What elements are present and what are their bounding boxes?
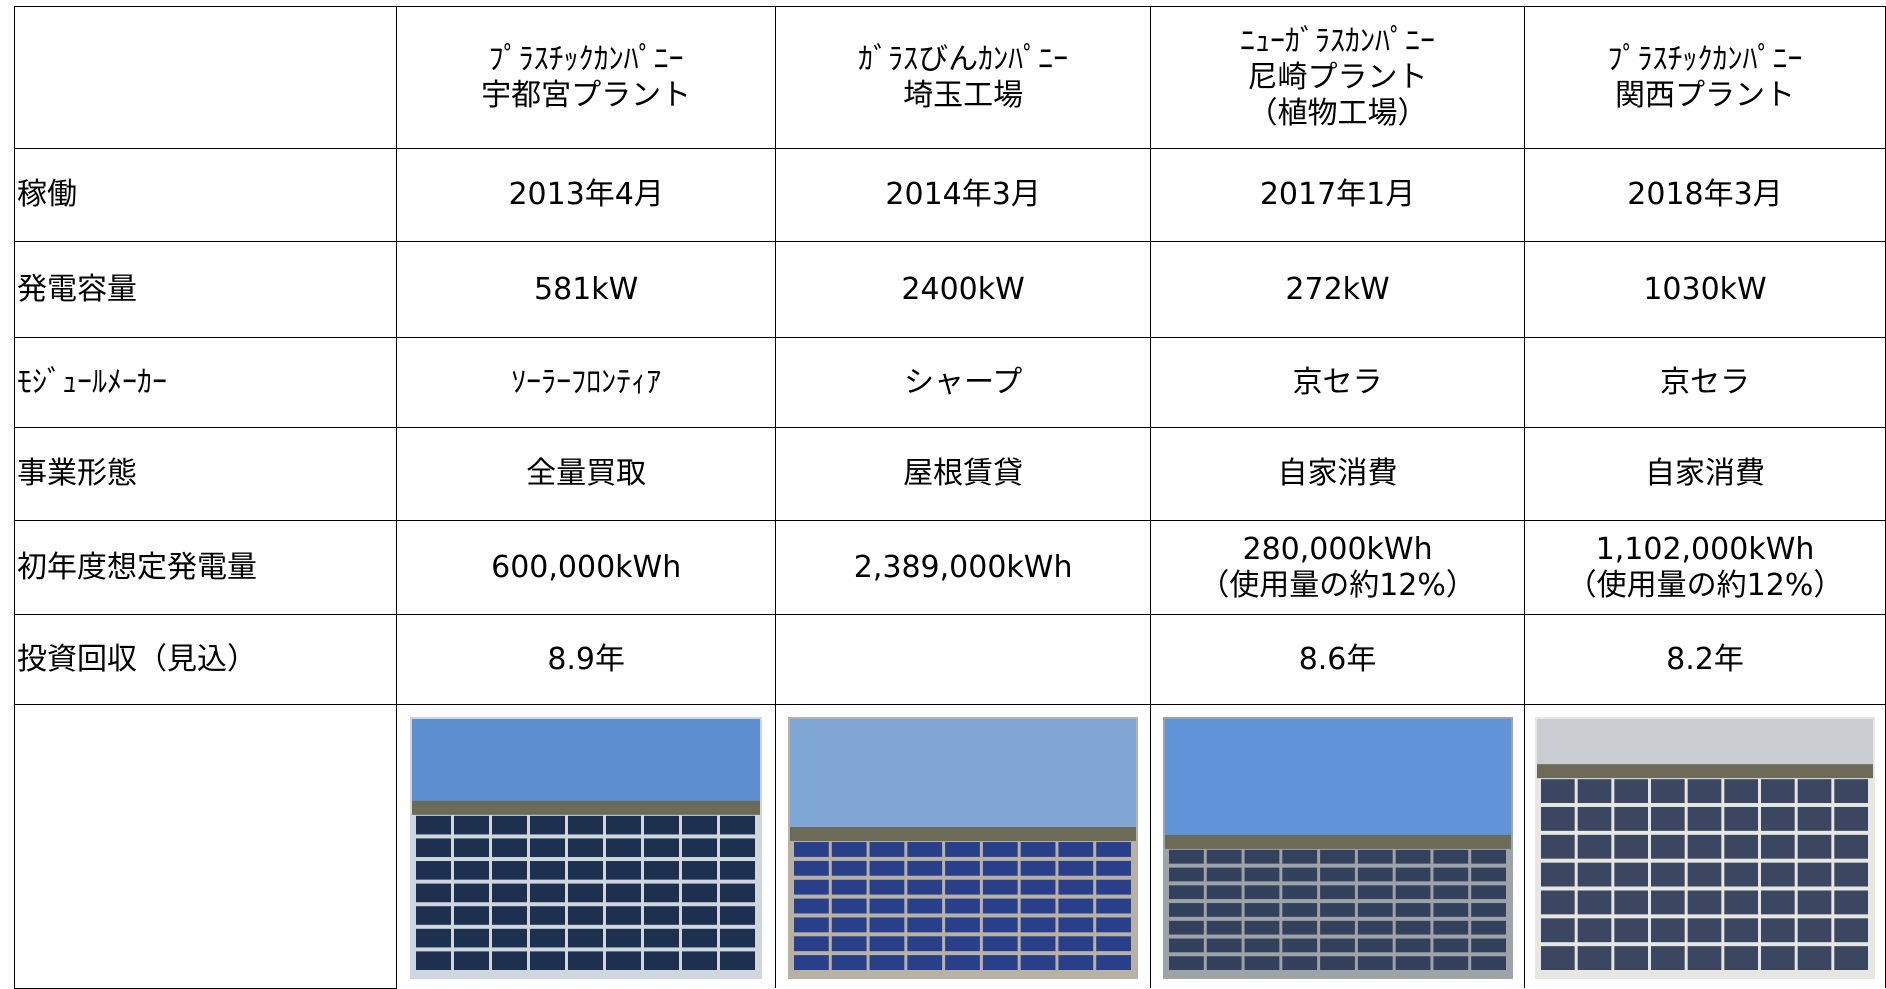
photo-cell <box>1524 704 1886 988</box>
cell: シャープ <box>775 337 1152 428</box>
cell-line: 宇都宮プラント <box>481 77 692 113</box>
cell: 京セラ <box>1524 337 1886 428</box>
row-label: 発電容量 <box>13 241 398 338</box>
cell-line: 1,102,000kWh <box>1595 531 1815 567</box>
cell-line: ﾆｭｰｶﾞﾗｽｶﾝﾊﾟﾆｰ <box>1240 23 1436 59</box>
row-label: 初年度想定発電量 <box>13 520 398 615</box>
cell-line: ｶﾞﾗｽびんｶﾝﾊﾟﾆｰ <box>858 41 1069 77</box>
cell: 2014年3月 <box>775 148 1152 242</box>
cell: 2,389,000kWh <box>775 520 1152 615</box>
cell: 581kW <box>396 241 777 338</box>
cell: 2018年3月 <box>1524 148 1886 242</box>
column-header: ﾆｭｰｶﾞﾗｽｶﾝﾊﾟﾆｰ 尼崎プラント （植物工場） <box>1150 6 1526 149</box>
cell: 2017年1月 <box>1150 148 1526 242</box>
photo-cell <box>775 704 1152 988</box>
cell-line: 280,000kWh <box>1242 531 1433 567</box>
cell: 1030kW <box>1524 241 1886 338</box>
header-row: ﾌﾟﾗｽﾁｯｸｶﾝﾊﾟﾆｰ 宇都宮プラント ｶﾞﾗｽびんｶﾝﾊﾟﾆｰ 埼玉工場 ﾆｭｰｶ… <box>13 6 1886 149</box>
row-label: ﾓｼﾞｭｰﾙﾒｰｶｰ <box>13 337 398 428</box>
data-row: 発電容量 581kW 2400kW 272kW 1030kW <box>13 241 1886 338</box>
cell: 600,000kWh <box>396 520 777 615</box>
cell: ｿｰﾗｰﾌﾛﾝﾃｨｱ <box>396 337 777 428</box>
cell: 1,102,000kWh （使用量の約12%） <box>1524 520 1886 615</box>
cell-line: 埼玉工場 <box>903 77 1024 113</box>
cell: 2400kW <box>775 241 1152 338</box>
row-label: 事業形態 <box>13 427 398 521</box>
solar-photo <box>1162 717 1513 979</box>
comparison-table: ﾌﾟﾗｽﾁｯｸｶﾝﾊﾟﾆｰ 宇都宮プラント ｶﾞﾗｽびんｶﾝﾊﾟﾆｰ 埼玉工場 ﾆｭｰｶ… <box>13 6 1886 989</box>
photo-cell <box>1150 704 1526 988</box>
solar-photo <box>410 717 763 979</box>
photo-row <box>13 704 1886 989</box>
cell <box>775 614 1152 705</box>
column-header: ｶﾞﾗｽびんｶﾝﾊﾟﾆｰ 埼玉工場 <box>775 6 1152 149</box>
photo-cell <box>396 704 777 988</box>
cell: 京セラ <box>1150 337 1526 428</box>
solar-photo <box>788 717 1139 979</box>
cell: 8.6年 <box>1150 614 1526 705</box>
cell: 自家消費 <box>1150 427 1526 521</box>
data-row: 事業形態 全量買取 屋根賃貸 自家消費 自家消費 <box>13 427 1886 521</box>
cell-line: （使用量の約12%） <box>1199 567 1476 603</box>
cell: 全量買取 <box>396 427 777 521</box>
cell: 272kW <box>1150 241 1526 338</box>
data-row: ﾓｼﾞｭｰﾙﾒｰｶｰ ｿｰﾗｰﾌﾛﾝﾃｨｱ シャープ 京セラ 京セラ <box>13 337 1886 428</box>
solar-photo <box>1535 717 1875 979</box>
corner-cell <box>13 6 398 149</box>
cell-line: 尼崎プラント <box>1247 59 1428 95</box>
cell-line: （使用量の約12%） <box>1566 567 1844 603</box>
data-row: 投資回収（見込） 8.9年 8.6年 8.2年 <box>13 614 1886 705</box>
cell: 2013年4月 <box>396 148 777 242</box>
column-header: ﾌﾟﾗｽﾁｯｸｶﾝﾊﾟﾆｰ 関西プラント <box>1524 6 1886 149</box>
data-row: 稼働 2013年4月 2014年3月 2017年1月 2018年3月 <box>13 148 1886 242</box>
cell-line: ﾌﾟﾗｽﾁｯｸｶﾝﾊﾟﾆｰ <box>1607 41 1803 77</box>
cell: 自家消費 <box>1524 427 1886 521</box>
cell: 8.9年 <box>396 614 777 705</box>
row-label: 投資回収（見込） <box>13 614 398 705</box>
row-label: 稼働 <box>13 148 398 242</box>
cell: 8.2年 <box>1524 614 1886 705</box>
cell-line: （植物工場） <box>1247 95 1428 131</box>
cell-line: ﾌﾟﾗｽﾁｯｸｶﾝﾊﾟﾆｰ <box>488 41 684 77</box>
empty-cell <box>13 704 398 989</box>
cell-line: 関西プラント <box>1615 77 1795 113</box>
cell: 280,000kWh （使用量の約12%） <box>1150 520 1526 615</box>
data-row: 初年度想定発電量 600,000kWh 2,389,000kWh 280,000kWh… <box>13 520 1886 615</box>
column-header: ﾌﾟﾗｽﾁｯｸｶﾝﾊﾟﾆｰ 宇都宮プラント <box>396 6 777 149</box>
cell: 屋根賃貸 <box>775 427 1152 521</box>
